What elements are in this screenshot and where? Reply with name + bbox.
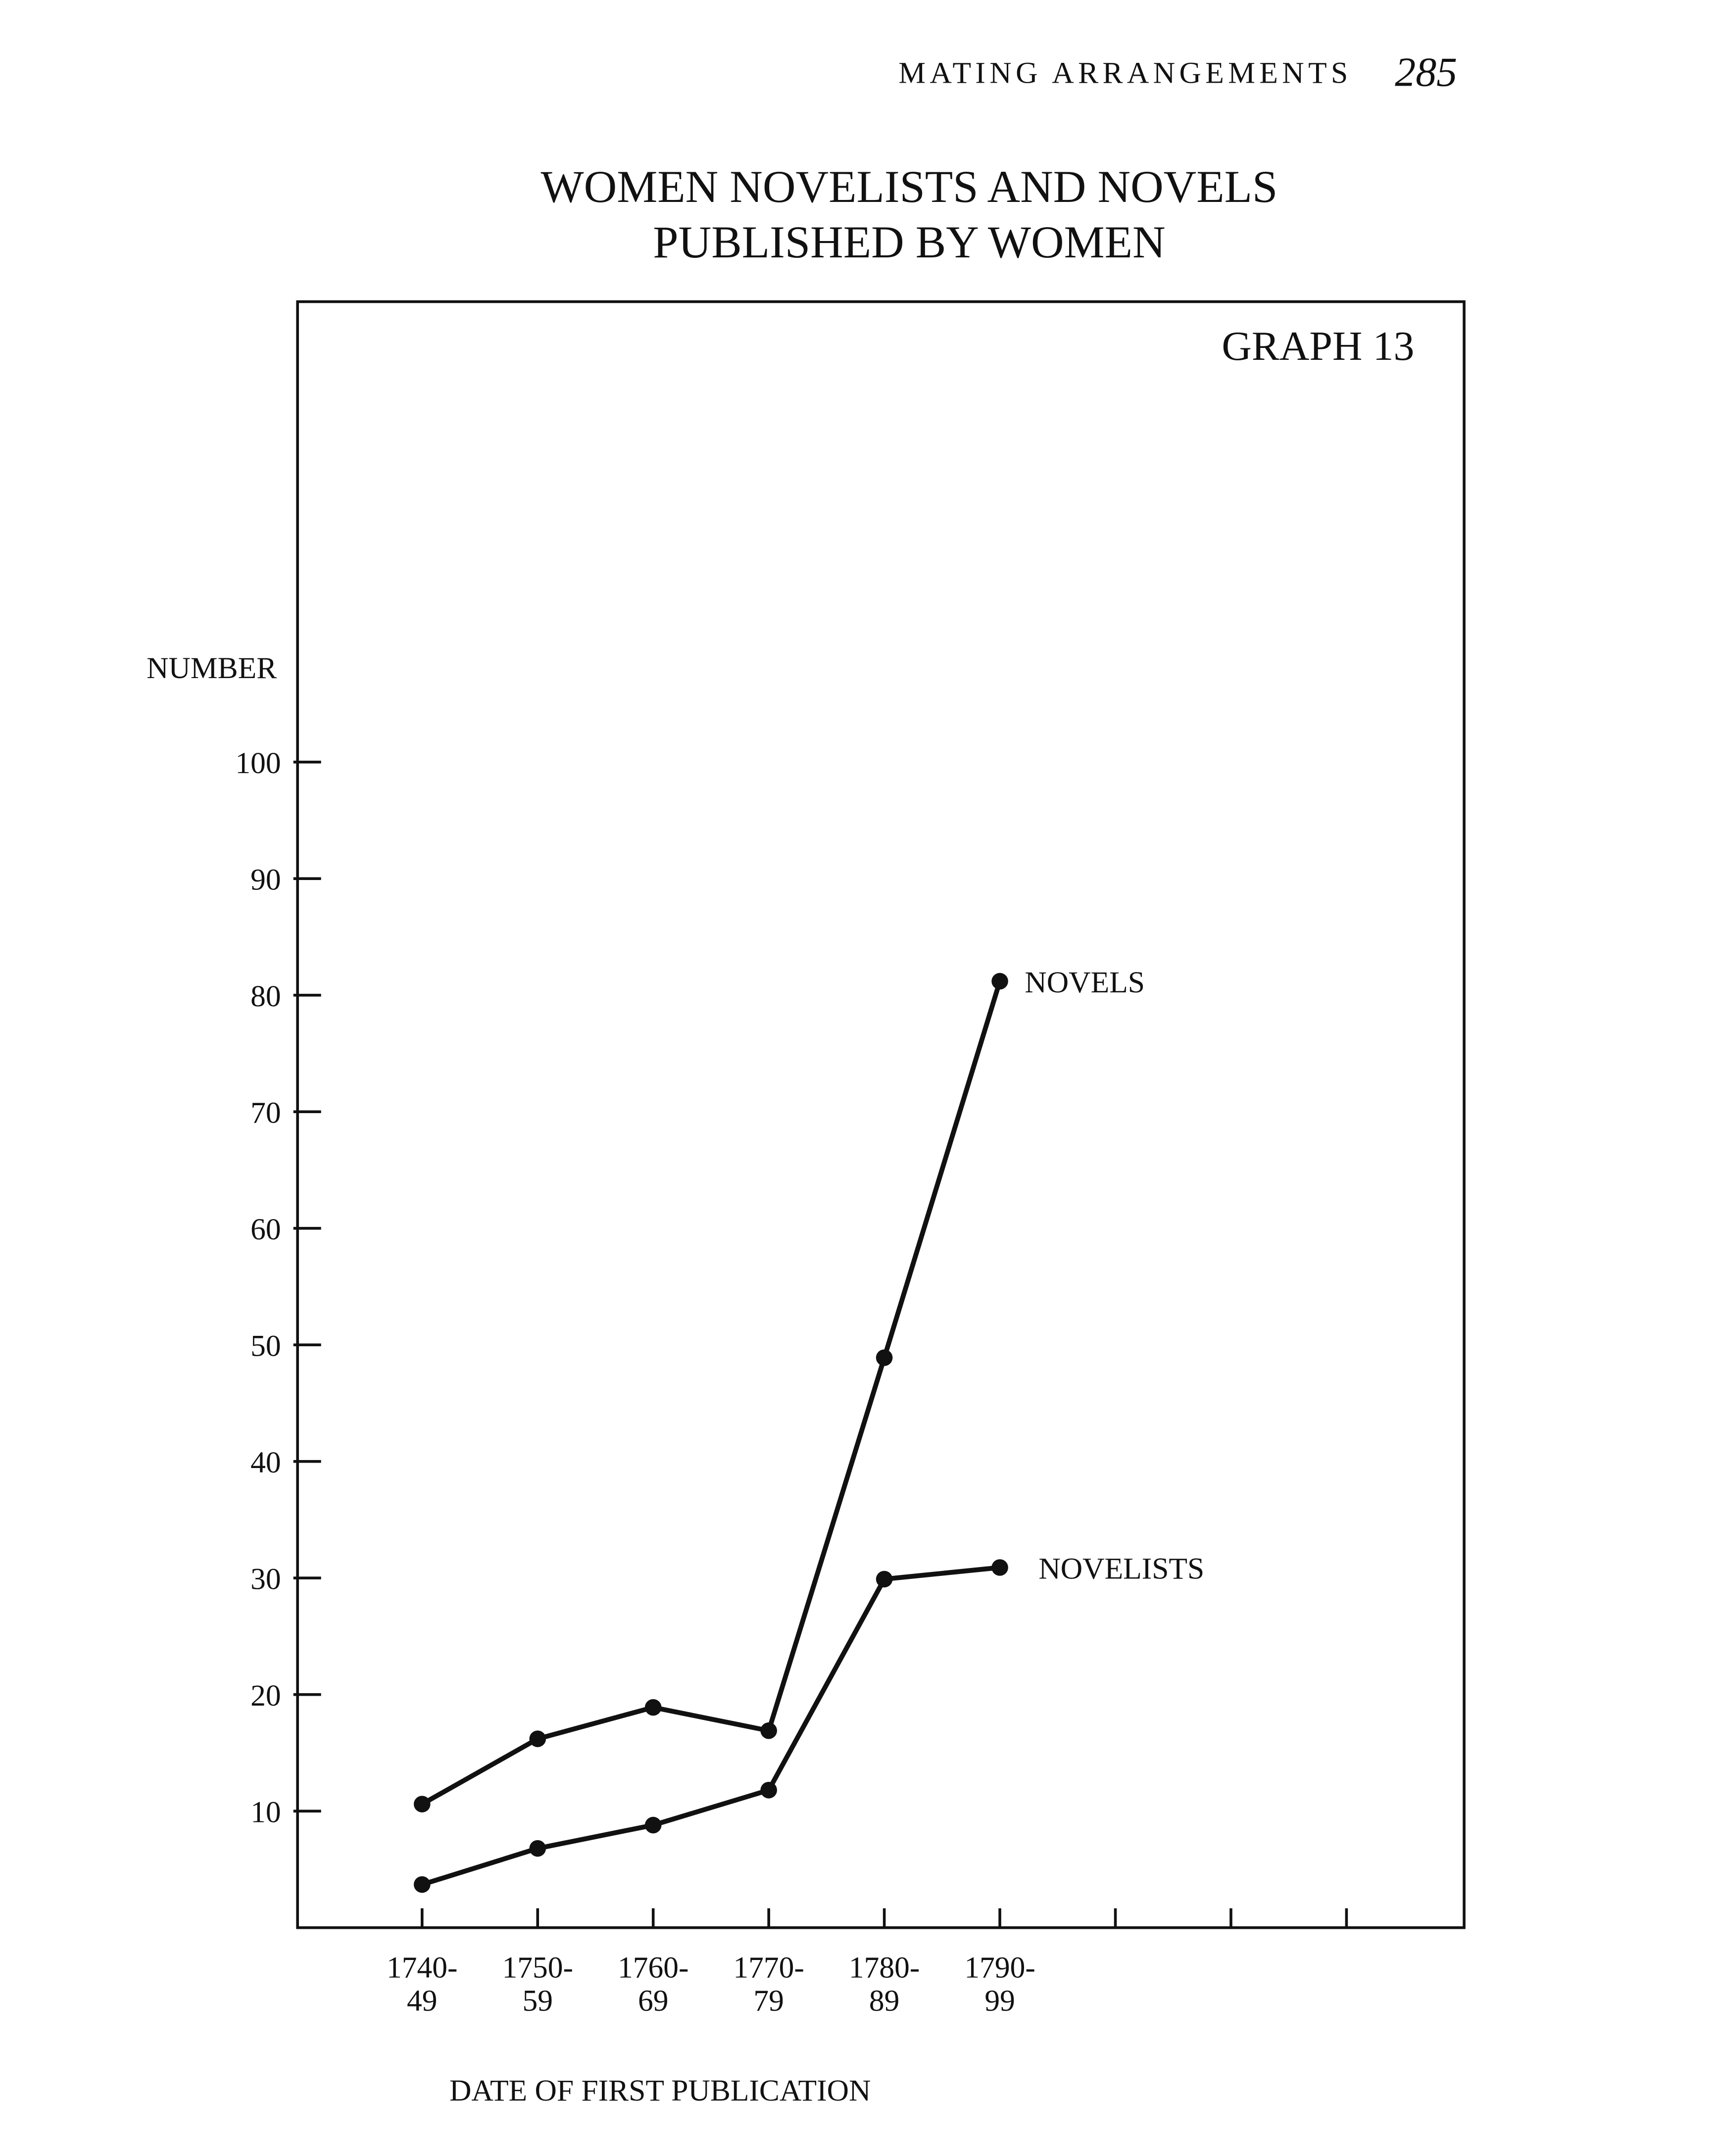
page-number: 285 — [1395, 49, 1457, 95]
x-tick-label: 1790-99 — [964, 1951, 1035, 2017]
plot-frame — [296, 300, 1466, 1929]
x-tick-label: 1760-69 — [618, 1951, 688, 2017]
data-point — [876, 1570, 893, 1588]
chart-subtitle: PUBLISHED BY WOMEN — [653, 217, 1165, 267]
data-point — [991, 973, 1008, 990]
x-tick-label: 1740-49 — [387, 1951, 457, 2017]
y-tick-label: 20 — [250, 1679, 281, 1713]
y-tick-label: 100 — [235, 746, 281, 780]
y-tick-label: 90 — [250, 863, 281, 897]
running-title: MATING ARRANGEMENTS — [898, 56, 1352, 90]
data-point — [414, 1876, 431, 1893]
y-tick-label: 30 — [250, 1563, 281, 1596]
data-point — [644, 1699, 662, 1716]
series-line — [421, 1565, 1000, 1887]
x-tick-label: 1770-79 — [733, 1951, 804, 2017]
data-point — [529, 1840, 546, 1857]
y-tick-label: 50 — [250, 1329, 281, 1363]
data-point — [991, 1559, 1008, 1576]
x-tick-label: 1750-59 — [502, 1951, 573, 2017]
data-point — [876, 1349, 893, 1366]
x-tick-label: 1780-89 — [849, 1951, 920, 2017]
data-point — [644, 1816, 662, 1834]
y-tick-label: 80 — [250, 980, 281, 1013]
data-point — [529, 1730, 546, 1747]
data-point — [760, 1722, 777, 1739]
series-label: NOVELS — [1025, 966, 1145, 999]
series-label: NOVELISTS — [1038, 1552, 1204, 1585]
y-tick-label: 60 — [250, 1213, 281, 1246]
y-axis-label: NUMBER — [147, 651, 277, 685]
y-tick-label: 70 — [250, 1096, 281, 1130]
data-point — [760, 1782, 777, 1799]
x-axis-label: DATE OF FIRST PUBLICATION — [449, 2074, 871, 2107]
chart-title: WOMEN NOVELISTS AND NOVELS — [541, 161, 1278, 212]
y-tick-label: 10 — [250, 1796, 281, 1829]
data-point — [414, 1796, 431, 1813]
graph-label: GRAPH 13 — [1222, 323, 1414, 369]
y-tick-label: 40 — [250, 1446, 281, 1479]
series-line — [421, 980, 1002, 1807]
